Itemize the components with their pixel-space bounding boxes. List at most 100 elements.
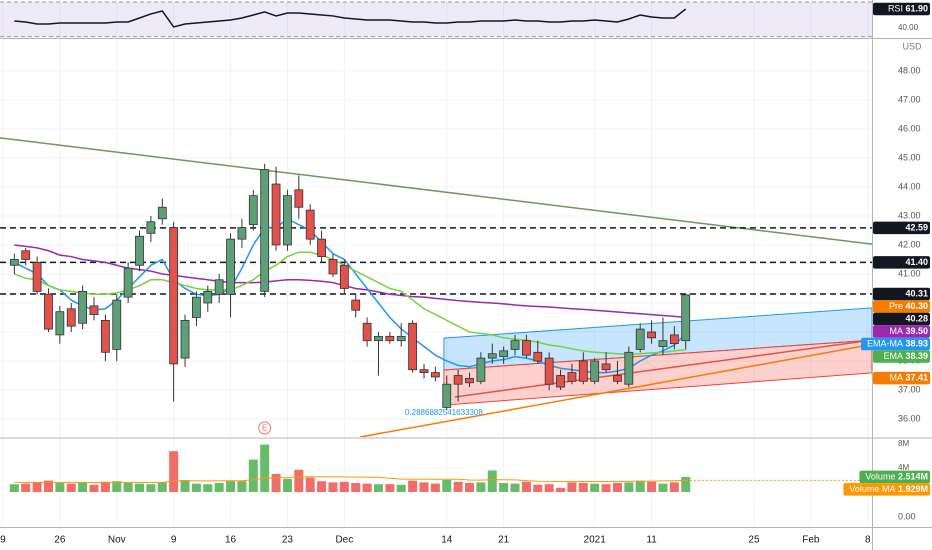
volume-bar <box>282 478 292 493</box>
y-tick-label: 8M <box>898 439 909 448</box>
channel-label: 0.2886882541633308 <box>405 408 483 417</box>
candle-body <box>430 372 440 378</box>
candle-body <box>442 383 452 408</box>
volume-bar <box>317 481 327 493</box>
volume-bar <box>248 459 258 493</box>
price-badge-label: 42.59 <box>905 223 928 233</box>
price-badge <box>873 371 930 385</box>
price-badge-label: 41.40 <box>905 257 928 267</box>
price-badge-label: MA 39.50 <box>889 326 928 336</box>
candle-body <box>123 267 133 298</box>
volume-bar <box>499 483 509 493</box>
x-tick-label: Nov <box>108 535 126 546</box>
candle-body <box>362 322 372 342</box>
candle-body <box>32 261 42 292</box>
candle-body <box>100 319 110 353</box>
y-tick-label: 37.00 <box>898 384 921 394</box>
trendline <box>454 339 872 398</box>
volume-bar <box>66 483 76 493</box>
volume-bar <box>260 444 270 493</box>
candle-body <box>135 235 144 266</box>
candle-body <box>476 357 486 382</box>
candle-body <box>567 372 577 382</box>
badge-name: MA <box>889 326 903 336</box>
candle-body <box>294 189 304 208</box>
volume-bar <box>123 483 133 493</box>
volume-bar <box>658 483 668 493</box>
y-tick-label: 36.00 <box>898 413 921 423</box>
candle-body <box>271 183 281 246</box>
candle-body <box>601 363 611 371</box>
candle-body <box>453 375 463 385</box>
candle-body <box>533 351 543 362</box>
volume-bar <box>271 473 281 493</box>
volume-bar <box>510 483 520 493</box>
candle-body <box>419 369 429 374</box>
y-tick-label: 44.00 <box>898 181 921 191</box>
volume-bar <box>89 484 99 493</box>
volume-bar <box>237 481 247 493</box>
volume-bar <box>32 482 42 493</box>
volume-bar <box>544 484 554 493</box>
trendline <box>0 137 872 245</box>
price-badge <box>873 287 930 301</box>
candle-body <box>237 227 247 240</box>
y-tick-label: 43.00 <box>898 210 921 220</box>
price-badge <box>873 325 930 338</box>
candle-body <box>658 340 668 347</box>
candle-body <box>260 169 270 292</box>
volume-bar <box>533 484 543 493</box>
volume-bar <box>328 482 338 493</box>
volume-bar <box>9 484 19 493</box>
volume-bar <box>624 482 634 493</box>
candle-body <box>89 305 99 315</box>
x-tick-label: 9 <box>0 535 6 546</box>
volume-bar <box>203 484 213 493</box>
candle-body <box>169 227 179 365</box>
badge-value: 38.39 <box>905 351 928 361</box>
x-tick-label: Dec <box>335 535 353 546</box>
x-tick-label: Feb <box>802 535 820 546</box>
volume-bar <box>408 480 418 493</box>
currency-label: USD <box>902 41 922 51</box>
candle-body <box>396 335 406 342</box>
volume-bar <box>112 481 122 493</box>
y-tick-label: 46.00 <box>898 123 921 133</box>
candle-body <box>44 293 53 330</box>
candle-body <box>305 209 315 240</box>
candle-body <box>157 206 167 220</box>
price-badge <box>859 470 930 484</box>
candle-body <box>112 299 122 350</box>
price-badge-label: MA 37.41 <box>889 373 928 383</box>
candle-body <box>647 331 656 339</box>
volume-bar <box>169 451 179 493</box>
volume-bar <box>100 481 110 493</box>
y-tick-label: 48.00 <box>898 65 921 75</box>
badge-value: 38.93 <box>905 339 928 349</box>
badge-value: 1.929M <box>898 484 928 494</box>
price-badge-label: EMA 38.39 <box>883 351 928 361</box>
badge-name: EMA <box>883 351 903 361</box>
candle-body <box>510 340 520 350</box>
volume-bar <box>521 481 531 493</box>
y-tick-label: 42.00 <box>898 239 921 249</box>
candle-body <box>590 360 600 382</box>
price-badge-label: EMA-MA 38.93 <box>867 339 928 349</box>
price-badge <box>873 312 930 326</box>
volume-bar <box>465 483 475 493</box>
volume-bar <box>396 484 406 493</box>
volume-bar <box>635 480 645 493</box>
y-tick-label: 4M <box>898 463 909 472</box>
badge-value: 61.90 <box>905 4 928 14</box>
volume-bar <box>647 481 657 493</box>
volume-bar <box>146 484 156 493</box>
x-tick-label: 25 <box>748 535 760 546</box>
candle-body <box>9 259 19 266</box>
candle-body <box>214 279 224 295</box>
x-tick-label: 26 <box>54 535 66 546</box>
price-badge-label: 40.28 <box>905 314 928 324</box>
rsi-pane <box>0 1 872 38</box>
candle-body <box>192 296 201 318</box>
candle-body <box>522 340 531 356</box>
